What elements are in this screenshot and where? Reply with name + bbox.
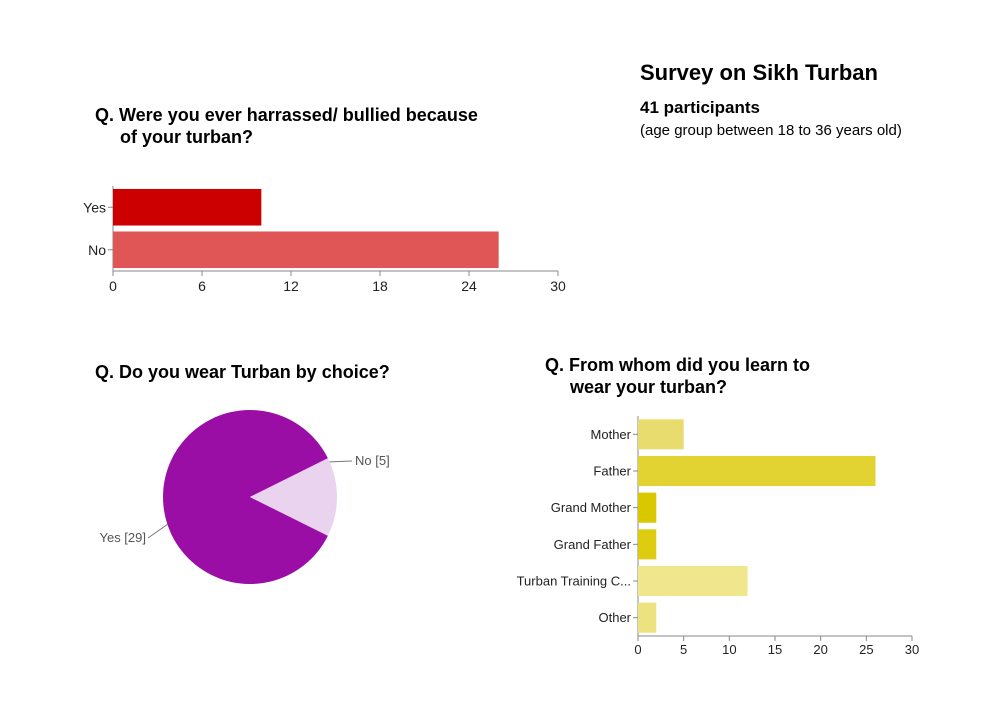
x-tick-label: 15 [768, 642, 782, 657]
age-group-note: (age group between 18 to 36 years old) [640, 122, 902, 139]
x-tick-label: 0 [634, 642, 641, 657]
chart-2: No [5] Yes [29] [99, 410, 390, 584]
pie-label-no: No [5] [355, 453, 390, 468]
bar-no [113, 231, 499, 269]
survey-header: Survey on Sikh Turban 41 participants (a… [640, 60, 902, 139]
x-tick-label: 20 [813, 642, 827, 657]
category-label: Yes [83, 200, 106, 216]
category-label: Grand Mother [551, 500, 632, 515]
pie-leader-yes [147, 523, 168, 539]
bar-grand-mother [638, 492, 657, 523]
bar-turban-training-c [638, 565, 748, 597]
survey-title: Survey on Sikh Turban [640, 60, 878, 85]
bar-mother [638, 419, 684, 450]
category-label: Other [598, 610, 631, 625]
bar-grand-father [638, 529, 657, 560]
x-tick-label: 18 [372, 278, 388, 294]
question-harassed: Q. Were you ever harrassed/ bullied beca… [95, 104, 478, 148]
category-label: Mother [591, 427, 632, 442]
question-harassed-line1: Q. Were you ever harrassed/ bullied beca… [95, 105, 478, 125]
x-tick-label: 12 [283, 278, 299, 294]
participants-count: 41 participants [640, 98, 760, 117]
bar-father [638, 455, 876, 487]
x-tick-label: 5 [680, 642, 687, 657]
pie-leader-no [329, 460, 353, 463]
x-tick-label: 30 [905, 642, 919, 657]
category-label: No [88, 242, 106, 258]
x-tick-label: 24 [461, 278, 477, 294]
bar-yes [113, 188, 262, 226]
x-tick-label: 0 [109, 278, 117, 294]
chart-1: 0 6 12 18 24 30 Yes No [83, 186, 566, 294]
pie-slice-no [250, 458, 337, 536]
bar-other [638, 602, 657, 633]
x-tick-label: 6 [198, 278, 206, 294]
question-harassed-line2: of your turban? [120, 127, 253, 147]
x-tick-label: 25 [859, 642, 873, 657]
pie-label-yes: Yes [29] [99, 530, 146, 545]
question-by-choice: Q. Do you wear Turban by choice? [95, 362, 390, 382]
x-tick-label: 10 [722, 642, 736, 657]
category-label: Father [593, 464, 631, 479]
category-label: Grand Father [554, 537, 632, 552]
question-learned-from: Q. From whom did you learn to wear your … [545, 354, 810, 398]
pie-slice-yes [163, 410, 328, 584]
question-learned-line1: Q. From whom did you learn to [545, 355, 811, 375]
question-learned-line2: wear your turban? [570, 377, 728, 397]
x-tick-label: 30 [550, 278, 566, 294]
category-label: Turban Training C... [517, 574, 631, 589]
chart-3: 0 5 10 15 20 25 30 Mother Father Grand Mother Gran… [517, 416, 919, 657]
